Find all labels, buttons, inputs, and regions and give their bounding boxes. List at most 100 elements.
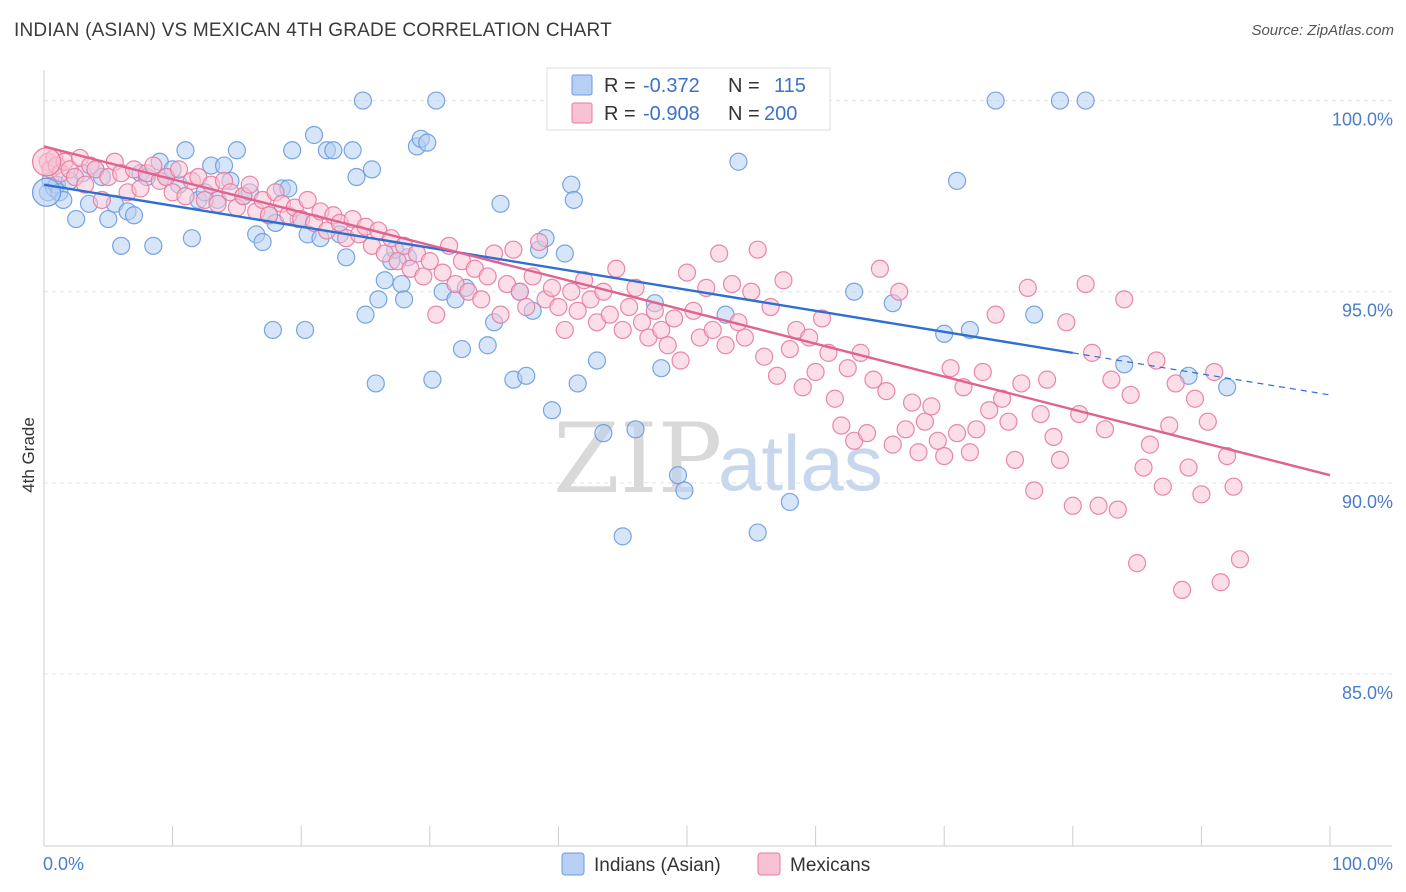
point-mexicans [658, 336, 677, 355]
legend-n-value: 115 [774, 75, 806, 97]
point-indians [491, 194, 510, 213]
point-mexicans [665, 309, 684, 328]
point-indians [594, 424, 613, 443]
legend-r-label: R = [604, 103, 636, 125]
point-mexicans [414, 267, 433, 286]
point-mexicans [883, 435, 902, 454]
axes [43, 70, 1392, 847]
point-mexicans [298, 190, 317, 210]
point-mexicans [1037, 370, 1057, 389]
point-indians [845, 282, 864, 301]
point-indians [626, 420, 645, 439]
point-mexicans [600, 305, 619, 324]
point-mexicans [1205, 362, 1224, 382]
point-mexicans [433, 263, 452, 282]
point-indians [347, 167, 366, 187]
point-mexicans [1082, 343, 1102, 362]
point-indians [362, 160, 382, 179]
legend-box [546, 67, 831, 131]
legend-r-value: -0.372 [643, 75, 700, 97]
point-indians [112, 236, 131, 255]
point-mexicans [915, 412, 935, 431]
legend-r-value: -0.908 [643, 103, 700, 125]
correlation-legend: R = -0.372 N = 115 R = -0.908 N = 200 [546, 67, 831, 131]
point-indians [668, 466, 688, 485]
point-indians [613, 527, 632, 546]
point-indians [986, 91, 1005, 110]
point-mexicans [613, 320, 632, 340]
point-mexicans [652, 320, 671, 340]
point-mexicans [427, 305, 446, 324]
point-indians [366, 374, 385, 393]
point-mexicans [504, 240, 523, 259]
point-indians [555, 244, 574, 263]
point-mexicans [176, 187, 195, 206]
point-indians [253, 232, 272, 252]
point-mexicans [735, 328, 754, 347]
point-mexicans [986, 305, 1005, 324]
y-tick-label: 95.0% [1342, 301, 1393, 321]
point-mexicans [947, 424, 967, 443]
point-mexicans [31, 147, 62, 177]
trend-lines [43, 145, 1331, 477]
point-mexicans [780, 339, 799, 359]
data-points [31, 91, 1250, 599]
point-mexicans [1012, 374, 1031, 393]
point-indians [124, 206, 144, 225]
point-mexicans [1179, 458, 1198, 477]
point-mexicans [767, 366, 787, 385]
point-mexicans [1211, 573, 1230, 592]
point-mexicans [1005, 450, 1025, 470]
point-mexicans [896, 420, 915, 439]
point-indians [652, 359, 671, 378]
point-mexicans [1198, 412, 1217, 431]
series-legend-swatch-indians [561, 852, 585, 876]
y-tick-label: 90.0% [1342, 492, 1393, 512]
legend-swatch-mexicans [571, 102, 593, 124]
point-indians [1076, 91, 1095, 110]
point-mexicans [607, 259, 626, 278]
point-mexicans [530, 232, 549, 252]
point-indians [263, 320, 283, 340]
point-mexicans [1140, 435, 1160, 454]
point-mexicans [935, 446, 954, 466]
point-mexicans [1057, 313, 1076, 332]
legend-n-value: 200 [764, 103, 797, 125]
point-indians [304, 125, 324, 145]
point-mexicans [870, 259, 890, 278]
point-mexicans [1044, 427, 1063, 447]
point-indians [214, 156, 234, 175]
point-indians [947, 171, 967, 190]
point-mexicans [1095, 420, 1115, 439]
chart-title: INDIAN (ASIAN) VS MEXICAN 4TH GRADE CORR… [14, 20, 612, 41]
series-legend-label-mexicans: Mexicans [790, 855, 870, 876]
point-mexicans [510, 282, 529, 301]
point-indians [295, 320, 315, 340]
point-mexicans [1224, 477, 1243, 496]
point-mexicans [1031, 404, 1050, 424]
watermark-zip: ZIP [553, 403, 722, 515]
point-indians [356, 305, 375, 324]
point-mexicans [1230, 550, 1250, 569]
point-mexicans [1147, 351, 1166, 370]
point-indians [1115, 355, 1134, 374]
point-mexicans [1089, 496, 1108, 515]
point-mexicans [420, 252, 439, 271]
point-indians [427, 91, 446, 110]
point-mexicans [549, 297, 568, 317]
point-mexicans [1166, 374, 1185, 393]
x-tick-label: 100.0% [1332, 854, 1393, 874]
point-mexicans [626, 278, 645, 297]
point-mexicans [922, 397, 941, 416]
series-legend-swatch-mexicans [757, 852, 781, 876]
point-mexicans [967, 420, 986, 439]
y-tick-labels: 85.0% 90.0% 95.0% 100.0% [1332, 110, 1393, 703]
point-indians [375, 271, 394, 290]
point-mexicans [1050, 450, 1070, 470]
point-mexicans [832, 416, 851, 435]
point-mexicans [491, 305, 510, 324]
y-axis-label: 4th Grade [19, 417, 38, 493]
trend-line-indians [43, 183, 1073, 355]
legend-r-label: R = [604, 75, 636, 97]
point-mexicans [928, 431, 947, 450]
